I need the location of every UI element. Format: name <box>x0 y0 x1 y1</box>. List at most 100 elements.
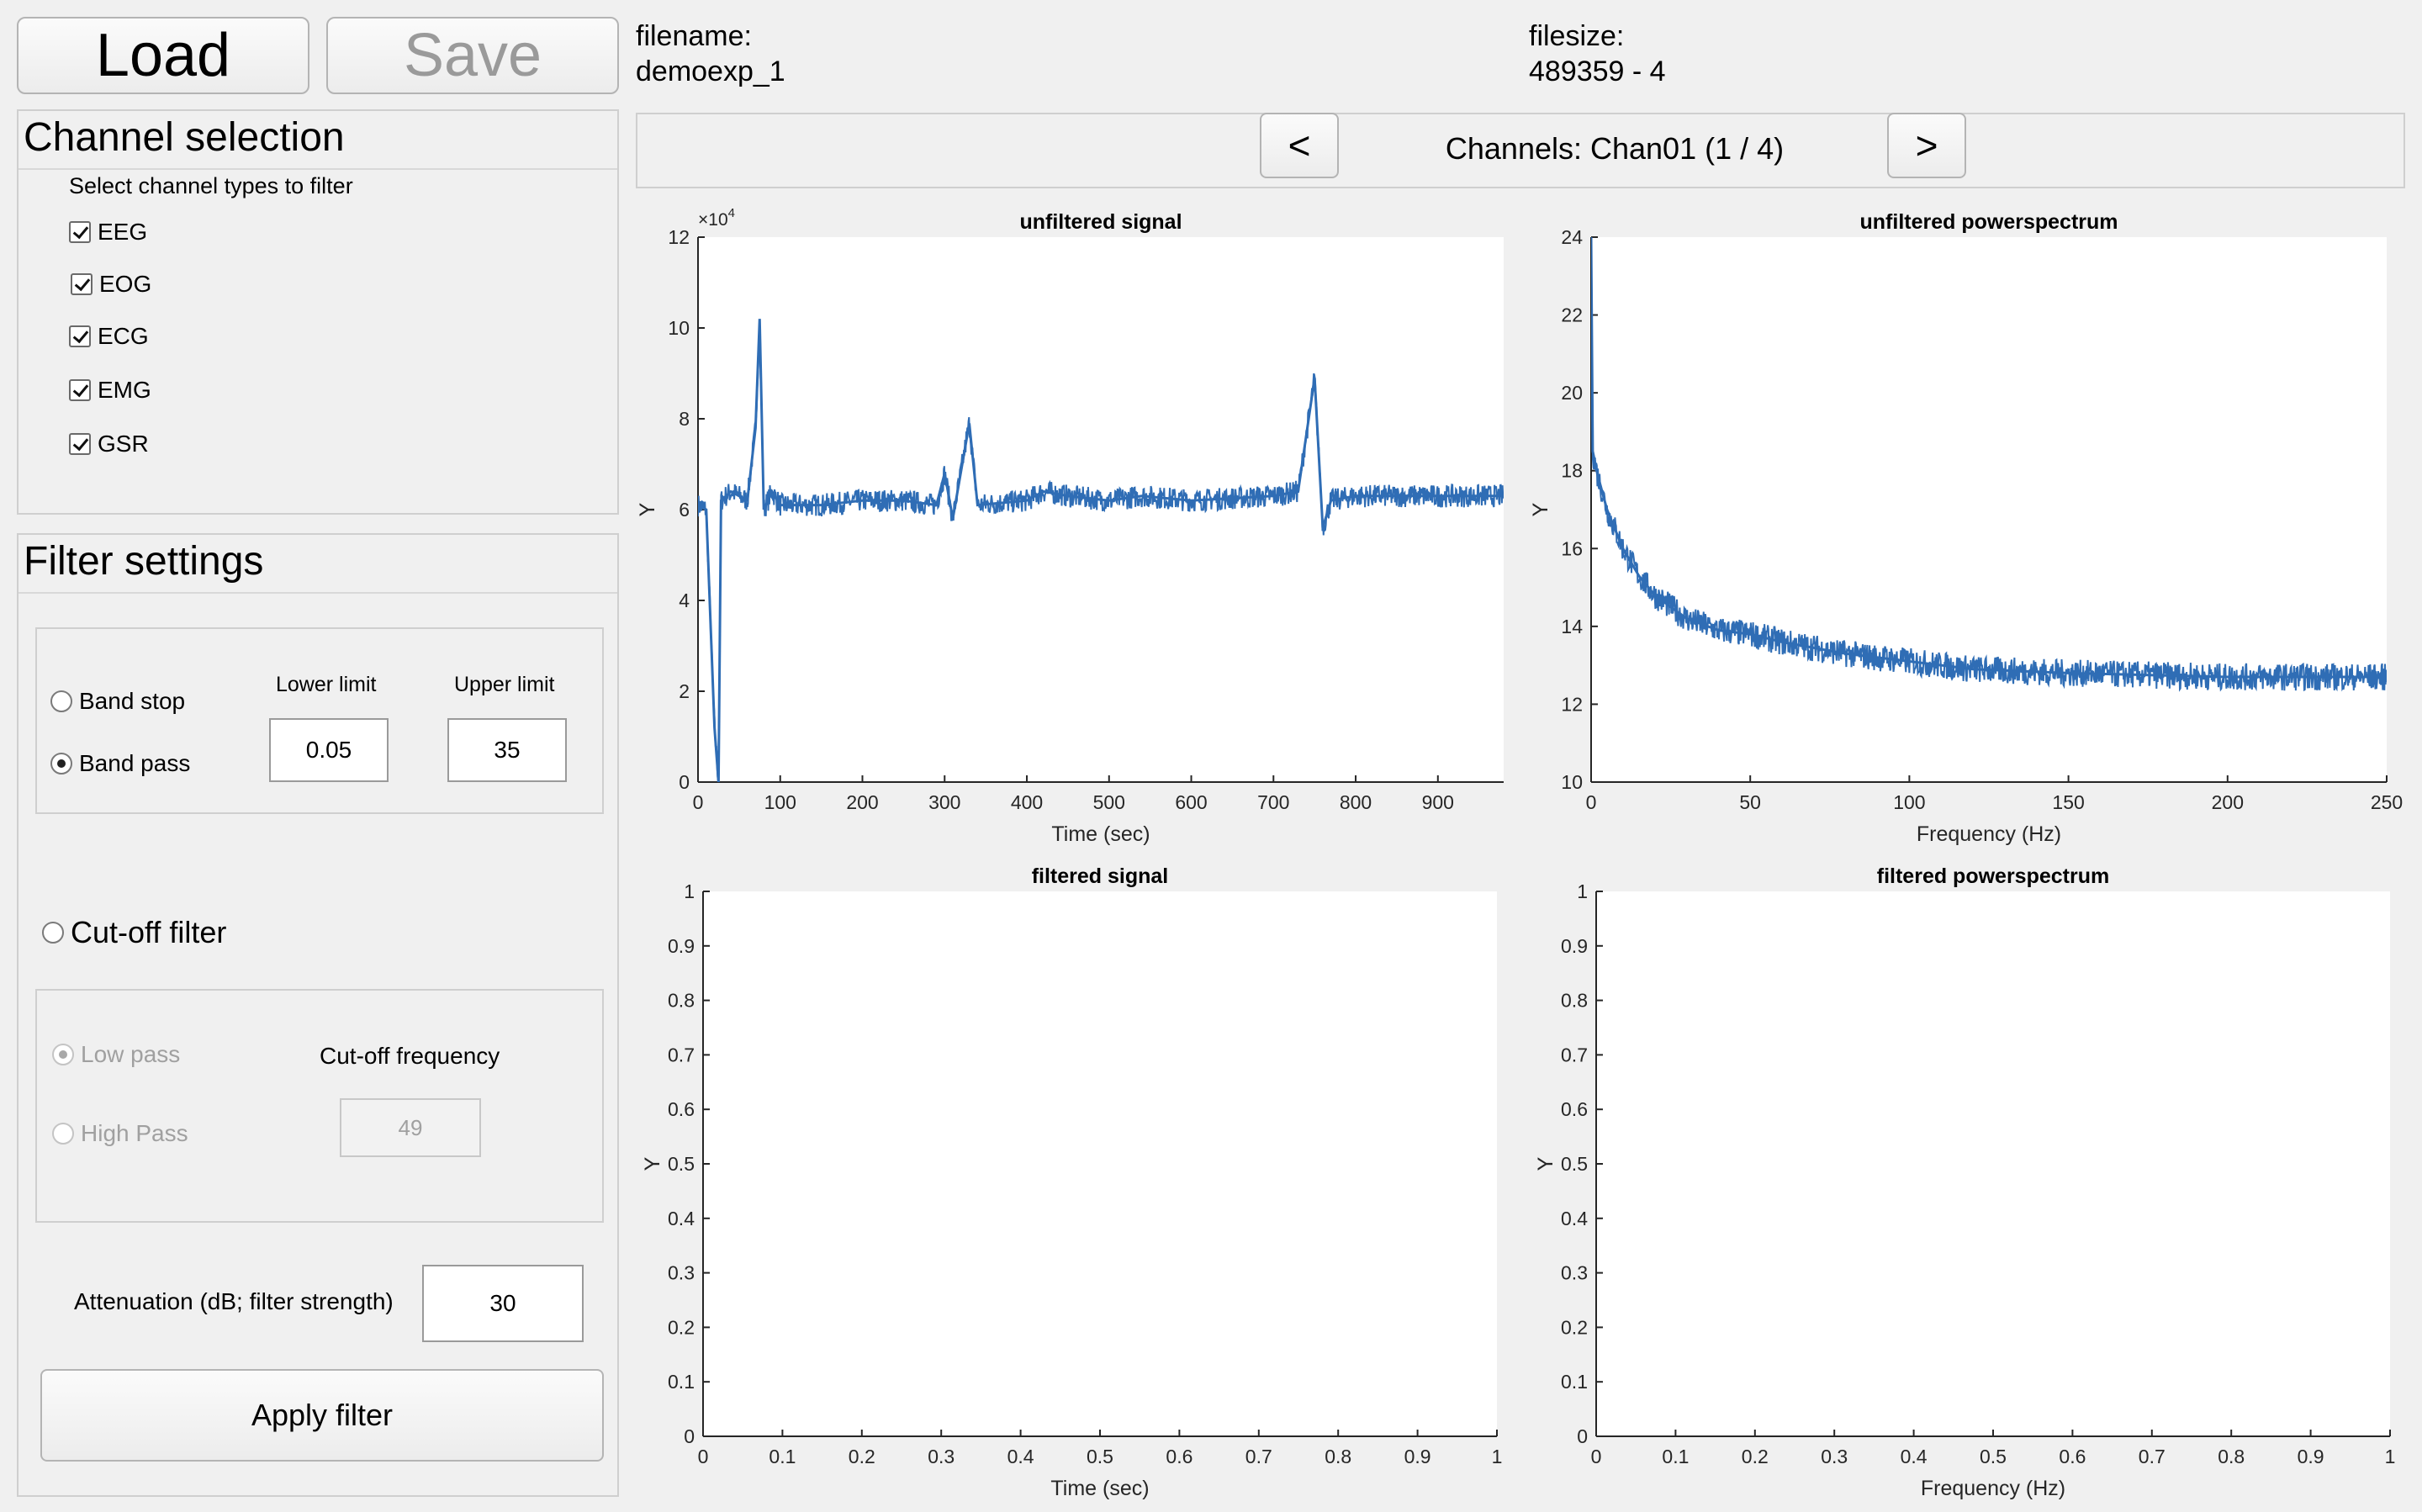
checkbox-emg[interactable]: EMG <box>69 377 151 404</box>
x-tick-label: 300 <box>928 791 960 813</box>
y-tick-label: 0.3 <box>668 1262 695 1284</box>
load-button[interactable]: Load <box>17 17 309 94</box>
y-tick-label: 10 <box>668 317 690 339</box>
x-tick-label: 100 <box>1893 791 1925 813</box>
x-tick-label: 0 <box>1591 1446 1602 1467</box>
checkbox-label: ECG <box>98 323 149 349</box>
panel-divider <box>19 168 617 170</box>
checkbox-label: EEG <box>98 219 148 245</box>
cutoff-filter-radio[interactable]: Cut-off filter <box>42 915 226 950</box>
y-tick-label: 8 <box>679 408 690 430</box>
filesize-label: filesize: <box>1529 20 1625 52</box>
x-tick-label: 0.2 <box>849 1446 875 1467</box>
x-axis-label: Time (sec) <box>1051 822 1150 846</box>
panel-divider <box>19 592 617 594</box>
y-tick-label: 0.4 <box>668 1208 695 1229</box>
next-channel-button[interactable]: > <box>1887 113 1966 178</box>
checkbox-gsr[interactable]: GSR <box>69 431 149 457</box>
x-tick-label: 400 <box>1011 791 1043 813</box>
previous-channel-button[interactable]: < <box>1260 113 1339 178</box>
x-tick-label: 0.6 <box>2059 1446 2086 1467</box>
y-tick-label: 0 <box>684 1425 695 1447</box>
x-tick-label: 500 <box>1093 791 1125 813</box>
y-axis-label: Y <box>1529 502 1552 516</box>
cutoff-frequency-input[interactable]: 49 <box>340 1098 481 1157</box>
chart-title: unfiltered signal <box>1019 210 1182 234</box>
filter-settings-title: Filter settings <box>24 539 264 584</box>
lower-limit-label: Lower limit <box>276 673 377 696</box>
y-tick-label: 20 <box>1561 382 1583 404</box>
series-noise <box>698 326 1504 782</box>
x-tick-label: 900 <box>1422 791 1454 813</box>
x-tick-label: 0 <box>693 791 704 813</box>
checkbox-eog[interactable]: EOG <box>71 271 151 298</box>
series-noise <box>1591 237 2387 692</box>
y-tick-label: 0.1 <box>668 1371 695 1393</box>
y-tick-label: 0.4 <box>1561 1208 1588 1229</box>
upper-limit-input[interactable]: 35 <box>447 718 567 782</box>
x-tick-label: 800 <box>1340 791 1372 813</box>
save-button[interactable]: Save <box>326 17 619 94</box>
x-tick-label: 0.7 <box>1245 1446 1272 1467</box>
y-tick-label: 0.7 <box>1561 1044 1588 1065</box>
y-tick-label: 10 <box>1561 771 1583 793</box>
y-tick-label: 2 <box>679 680 690 702</box>
x-tick-label: 0.7 <box>2139 1446 2166 1467</box>
y-axis-label: Y <box>636 502 659 516</box>
attenuation-input[interactable]: 30 <box>422 1265 584 1342</box>
x-tick-label: 0 <box>698 1446 709 1467</box>
checkbox-eeg[interactable]: EEG <box>69 219 147 246</box>
x-axis-label: Frequency (Hz) <box>1917 822 2061 846</box>
y-exponent-label: ×104 <box>698 206 735 230</box>
filename-label: filename: <box>636 20 752 52</box>
y-tick-label: 0.5 <box>668 1153 695 1175</box>
filename-value: demoexp_1 <box>636 56 785 87</box>
band-stop-radio[interactable]: Band stop <box>50 688 185 715</box>
lower-limit-input[interactable]: 0.05 <box>269 718 389 782</box>
x-tick-label: 250 <box>2371 791 2403 813</box>
cutoff-filter-group: Low pass High Pass Cut-off frequency 49 <box>35 989 604 1223</box>
y-tick-label: 0.8 <box>668 990 695 1012</box>
x-tick-label: 150 <box>2052 791 2084 813</box>
filter-settings-panel: Filter settings Band stop Band pass Lowe… <box>17 533 619 1497</box>
y-tick-label: 18 <box>1561 460 1583 482</box>
low-pass-radio[interactable]: Low pass <box>52 1041 180 1068</box>
y-tick-label: 0.9 <box>1561 935 1588 957</box>
apply-filter-button[interactable]: Apply filter <box>40 1369 604 1462</box>
x-tick-label: 0.6 <box>1166 1446 1192 1467</box>
radio-label: Low pass <box>81 1041 181 1067</box>
channel-selection-panel: Channel selection Select channel types t… <box>17 109 619 515</box>
y-tick-label: 4 <box>679 589 690 611</box>
y-tick-label: 0.9 <box>668 935 695 957</box>
band-filter-group: Band stop Band pass Lower limit Upper li… <box>35 627 604 814</box>
x-tick-label: 0.9 <box>1404 1446 1431 1467</box>
checkbox-ecg[interactable]: ECG <box>69 323 149 350</box>
x-tick-label: 200 <box>2212 791 2244 813</box>
y-tick-label: 12 <box>668 226 690 248</box>
y-tick-label: 12 <box>1561 693 1583 715</box>
channel-nav-bar <box>636 113 2405 188</box>
checkbox-checked-icon <box>69 221 91 243</box>
checkbox-label: EMG <box>98 377 151 403</box>
y-exponent-power: 4 <box>728 206 735 220</box>
channel-selection-subtitle: Select channel types to filter <box>69 173 353 198</box>
filesize-value: 489359 - 4 <box>1529 56 1666 87</box>
plot-area <box>1596 891 2390 1436</box>
x-tick-label: 0.4 <box>1901 1446 1928 1467</box>
y-tick-label: 14 <box>1561 616 1583 637</box>
high-pass-radio[interactable]: High Pass <box>52 1120 188 1147</box>
radio-off-icon <box>50 690 72 712</box>
radio-on-icon <box>50 753 72 775</box>
x-tick-label: 0.5 <box>1980 1446 2007 1467</box>
x-tick-label: 0.3 <box>928 1446 955 1467</box>
radio-label: Band stop <box>79 688 186 714</box>
x-tick-label: 0.8 <box>2218 1446 2245 1467</box>
y-tick-label: 0.1 <box>1561 1371 1588 1393</box>
y-tick-label: 0.6 <box>1561 1098 1588 1120</box>
band-pass-radio[interactable]: Band pass <box>50 750 190 777</box>
y-tick-label: 0 <box>679 771 690 793</box>
y-tick-label: 1 <box>1577 880 1588 902</box>
x-tick-label: 0.4 <box>1007 1446 1034 1467</box>
y-tick-label: 0.5 <box>1561 1153 1588 1175</box>
